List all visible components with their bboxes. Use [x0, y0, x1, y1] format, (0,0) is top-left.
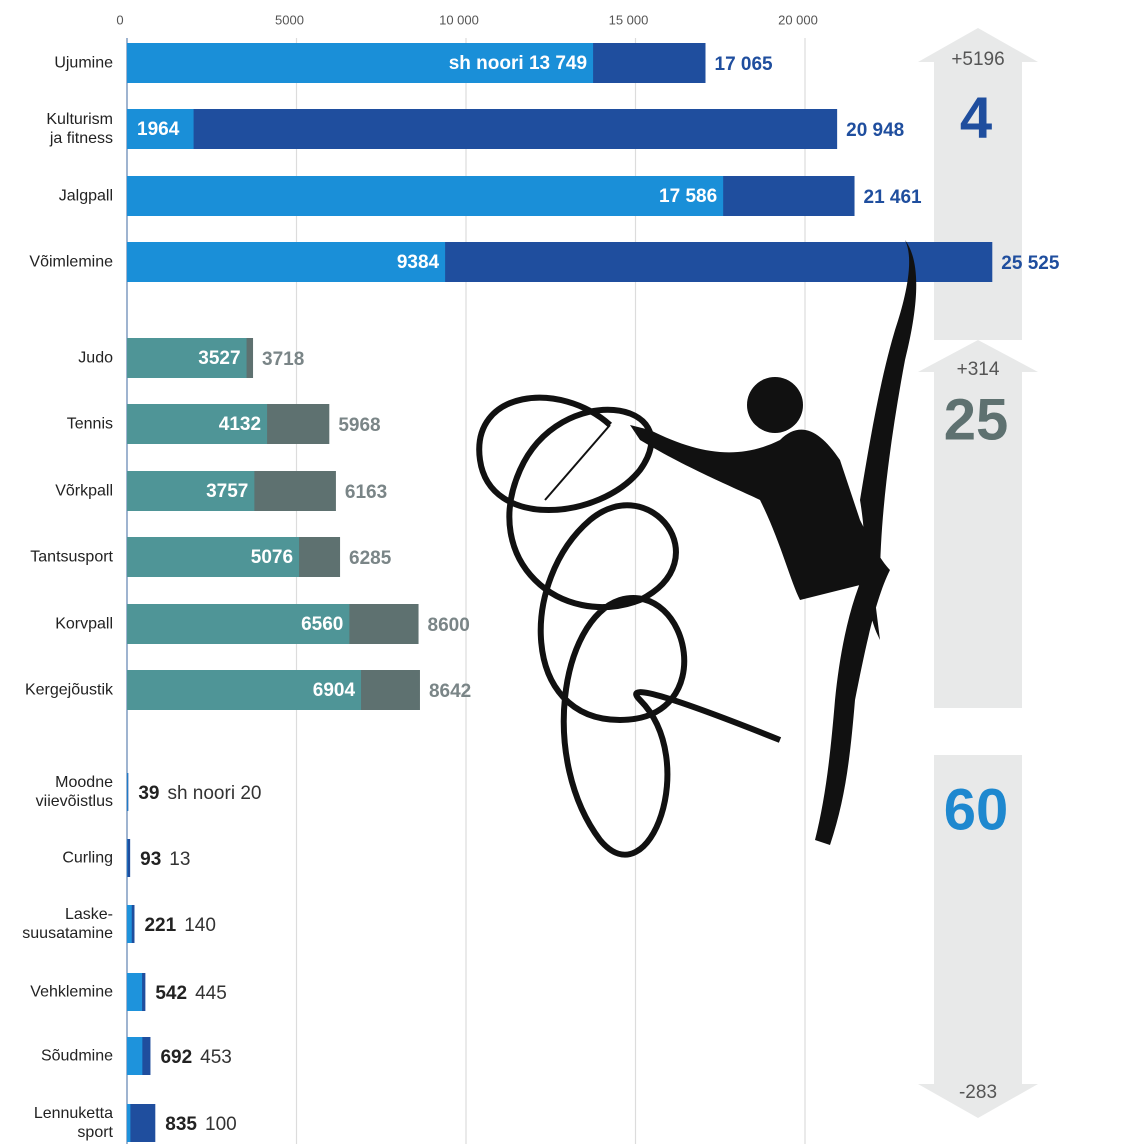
bar-youth [127, 773, 128, 811]
category-label: Vehklemine [30, 983, 113, 1001]
category-label: Võimlemine [29, 253, 113, 271]
category-label: Võrkpall [55, 482, 113, 500]
category-label: Korvpall [55, 615, 113, 633]
gymnast-silhouette [476, 240, 917, 858]
total-label: 8600 [428, 615, 470, 636]
youth-label: 6560 [301, 614, 343, 635]
category-label: Curling [62, 849, 113, 867]
up-arrow [918, 340, 1038, 708]
category-label: Laske- suusatamine [22, 906, 113, 942]
category-label: Jalgpall [58, 187, 113, 205]
bar-youth [127, 242, 446, 282]
total-label: 8642 [429, 681, 471, 702]
total-label: 6163 [345, 482, 387, 503]
x-tick-label: 10 000 [439, 12, 479, 27]
total-label: 6285 [349, 548, 392, 569]
bar-youth [127, 404, 268, 444]
body [630, 240, 917, 845]
bar-youth [127, 471, 255, 511]
youth-label: 4132 [219, 414, 261, 435]
bar-youth [127, 43, 594, 83]
bar-youth [127, 905, 132, 943]
total-label: 835 [165, 1114, 197, 1135]
x-tick-label: 0 [116, 12, 123, 27]
total-label: 25 525 [1001, 253, 1060, 274]
youth-label: 3527 [198, 348, 240, 369]
up-arrow [918, 28, 1038, 340]
total-label: 17 065 [715, 54, 774, 75]
category-label: Sõudmine [40, 1047, 113, 1065]
bar-youth [127, 176, 724, 216]
total-label: 692 [160, 1047, 192, 1068]
category-label: Ujumine [54, 54, 113, 72]
bar-youth [127, 670, 362, 710]
youth-label: 9384 [397, 252, 440, 273]
rank-label: 60 [944, 777, 1009, 842]
youth-label: 13 [169, 849, 190, 870]
youth-label: 5076 [251, 547, 293, 568]
total-label: 21 461 [864, 187, 923, 208]
total-label: 542 [155, 983, 187, 1004]
x-tick-label: 15 000 [609, 12, 649, 27]
category-label: Tantsusport [30, 548, 113, 566]
category-label: Tennis [66, 415, 113, 433]
youth-label: 445 [195, 983, 227, 1004]
youth-label: 100 [205, 1114, 237, 1135]
total-label: 39 [138, 783, 159, 804]
youth-label: sh noori 20 [167, 783, 261, 804]
category-label: Judo [78, 349, 113, 367]
bar-total [127, 109, 838, 149]
youth-label: 140 [184, 915, 216, 936]
bar-total [127, 839, 131, 877]
total-label: 93 [140, 849, 161, 870]
rank-bands [918, 28, 1038, 1118]
head [747, 377, 803, 433]
category-label: Lennuketta sport [33, 1105, 113, 1141]
change-label: +314 [957, 359, 1000, 380]
youth-label: 6904 [313, 680, 356, 701]
rank-label: 25 [944, 387, 1009, 452]
total-label: 5968 [338, 415, 380, 436]
bar-total [127, 1104, 156, 1142]
bar-youth [127, 1104, 131, 1142]
bar-youth [127, 604, 350, 644]
down-arrow [918, 755, 1038, 1118]
bar-youth [127, 1037, 143, 1075]
x-tick-label: 20 000 [778, 12, 818, 27]
total-label: 20 948 [846, 120, 904, 141]
change-label: -283 [959, 1082, 997, 1103]
category-label: Kulturism ja fitness [46, 111, 113, 147]
total-label: 221 [144, 915, 176, 936]
youth-label: 17 586 [659, 186, 717, 207]
x-tick-label: 5000 [275, 12, 304, 27]
rank-label: 4 [960, 85, 992, 150]
total-label: 3718 [262, 349, 304, 370]
ribbon [476, 394, 782, 858]
bar-youth [127, 338, 247, 378]
bar-youth [127, 109, 194, 149]
change-label: +5196 [951, 49, 1004, 70]
youth-label: 3757 [206, 481, 248, 502]
youth-label: 453 [200, 1047, 232, 1068]
category-label: Moodne viievõistlus [35, 774, 113, 810]
category-label: Kergejõustik [24, 681, 113, 699]
bar-youth [127, 973, 143, 1011]
youth-label: sh noori 13 749 [449, 53, 587, 74]
bar-youth [127, 537, 300, 577]
youth-label: 1964 [137, 119, 180, 140]
ribbon-stick [544, 424, 611, 501]
